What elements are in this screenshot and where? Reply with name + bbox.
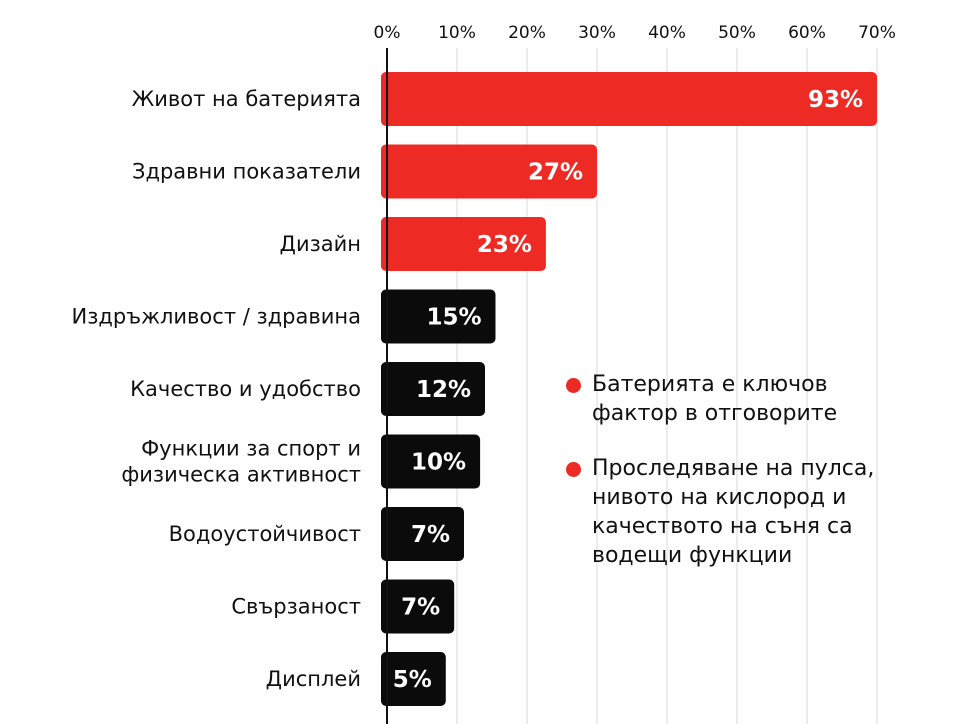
bullet-dot-icon [566, 378, 581, 393]
bar [381, 217, 546, 271]
bar-value-label: 7% [411, 522, 450, 548]
bar [381, 289, 496, 344]
x-tick-label: 70% [858, 23, 896, 43]
bar-value-label: 93% [808, 87, 863, 113]
bar [381, 652, 446, 706]
bar-value-label: 12% [416, 377, 471, 403]
x-tick-label: 40% [648, 23, 686, 43]
bar-value-label: 23% [477, 232, 532, 258]
x-tick-label: 30% [578, 23, 616, 43]
category-label: Свързаност [231, 595, 361, 619]
bar [381, 72, 877, 126]
x-tick-label: 60% [788, 23, 826, 43]
bar [381, 144, 597, 199]
category-label: Здравни показатели [132, 160, 361, 184]
annotation-1: Батерията е ключов фактор в отговорите [566, 370, 906, 428]
category-label: Качество и удобство [130, 377, 361, 401]
x-tick-label: 10% [438, 23, 476, 43]
bullet-dot-icon [566, 462, 581, 477]
bar-value-label: 15% [426, 305, 481, 331]
bar [381, 579, 455, 634]
bar-value-label: 10% [411, 450, 466, 476]
annotation-2-text: Проследяване на пулса, нивото на кислоро… [592, 456, 875, 568]
category-label: Водоустойчивост [169, 522, 361, 546]
annotation-list: Батерията е ключов фактор в отговорите П… [566, 370, 906, 570]
bar-value-label: 7% [401, 595, 440, 621]
category-label: Функции за спорт и физическа активност [121, 437, 361, 487]
category-label: Живот на батерията [132, 87, 361, 111]
x-tick-label: 20% [508, 23, 546, 43]
bar [381, 362, 485, 416]
category-label: Дизайн [280, 232, 361, 256]
bar [381, 434, 481, 489]
bar [381, 507, 464, 561]
category-label: Дисплей [266, 667, 361, 691]
annotation-1-text: Батерията е ключов фактор в отговорите [592, 372, 838, 426]
x-tick-label: 50% [718, 23, 756, 43]
bar-value-label: 27% [528, 160, 583, 186]
x-tick-label: 0% [374, 23, 401, 43]
category-label: Издръжливост / здравина [72, 305, 362, 329]
annotation-2: Проследяване на пулса, нивото на кислоро… [566, 454, 906, 570]
bar-value-label: 5% [393, 667, 432, 693]
